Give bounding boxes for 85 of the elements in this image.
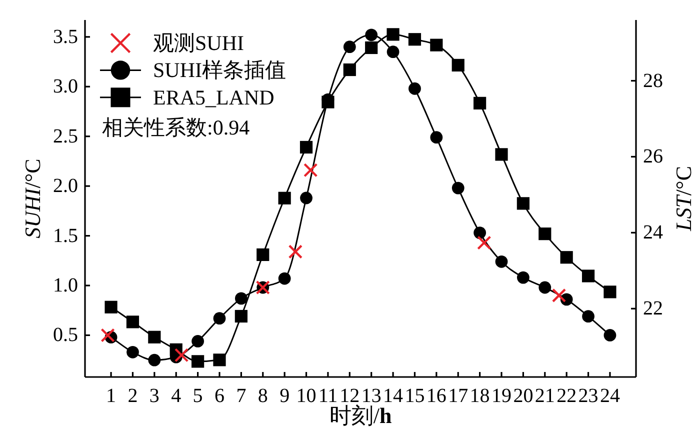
point xyxy=(300,140,313,154)
y-tick-label: 2.5 xyxy=(53,125,78,148)
point xyxy=(386,46,400,58)
point xyxy=(365,28,378,42)
y-tick-label: 1.0 xyxy=(53,274,78,297)
legend-label: ERA5_LAND xyxy=(153,85,274,110)
point xyxy=(343,63,356,76)
x-tick-label: 8 xyxy=(258,385,268,407)
y-tick-label: 2.0 xyxy=(53,175,78,198)
point xyxy=(192,355,204,368)
x-tick-label: 21 xyxy=(534,385,555,407)
point xyxy=(495,255,508,268)
point xyxy=(408,33,422,46)
point xyxy=(495,148,508,161)
point xyxy=(452,182,464,194)
x-tick-label: 7 xyxy=(236,385,246,407)
point xyxy=(408,82,421,95)
point xyxy=(604,286,616,298)
point xyxy=(234,292,248,305)
point xyxy=(234,310,248,323)
point xyxy=(604,329,616,342)
point xyxy=(516,271,530,284)
legend-label: 观测SUHI xyxy=(153,31,244,55)
legend-label: SUHI样条插值 xyxy=(153,58,286,82)
x-tick-label: 17 xyxy=(448,385,468,407)
y-tick-label: 1.5 xyxy=(53,224,78,247)
point xyxy=(148,354,161,366)
point xyxy=(343,40,356,54)
x-tick-label: 16 xyxy=(426,385,446,407)
x-tick-label: 1 xyxy=(106,385,116,407)
point xyxy=(452,58,464,72)
y-tick-label: 3.5 xyxy=(53,26,78,48)
x-tick-label: 22 xyxy=(556,385,577,407)
y-axis-title: SUHI/°C xyxy=(20,158,44,238)
point xyxy=(322,96,334,108)
x-tick-label: 6 xyxy=(214,385,224,407)
point xyxy=(104,300,118,314)
point xyxy=(365,41,378,54)
x-tick-label: 15 xyxy=(404,385,425,407)
point xyxy=(474,96,486,110)
y2-tick-label: 22 xyxy=(643,298,663,320)
annotation: 相关性系数:0.94 xyxy=(102,116,250,140)
point xyxy=(278,272,291,285)
y2-tick-label: 24 xyxy=(643,222,663,244)
point xyxy=(192,335,204,348)
point xyxy=(213,312,226,325)
y2-tick-label: 28 xyxy=(643,70,663,92)
x-tick-label: 23 xyxy=(578,385,598,407)
y-tick-label: 3.0 xyxy=(53,76,78,98)
x-tick-label: 3 xyxy=(149,385,160,407)
point xyxy=(213,354,226,366)
point xyxy=(430,131,443,144)
point xyxy=(288,244,303,259)
x-tick-label: 20 xyxy=(513,385,534,407)
point xyxy=(516,197,530,210)
point xyxy=(126,346,139,358)
x-tick-label: 5 xyxy=(192,385,203,407)
point xyxy=(304,163,318,178)
x-tick-label: 19 xyxy=(492,385,512,407)
y2-tick-label: 26 xyxy=(643,146,663,168)
point xyxy=(126,316,140,328)
x-tick-label: 10 xyxy=(296,385,316,407)
y-tick-label: 0.5 xyxy=(53,324,78,346)
point xyxy=(474,226,486,240)
point xyxy=(560,251,573,264)
point xyxy=(552,288,566,303)
point xyxy=(100,328,115,342)
x-tick-label: 2 xyxy=(128,385,138,407)
x-tick-label: 4 xyxy=(171,385,182,407)
point xyxy=(386,28,400,41)
y2-axis-title: LST/°C xyxy=(670,166,696,232)
x-tick-label: 24 xyxy=(600,385,620,407)
point xyxy=(538,228,552,240)
point xyxy=(148,330,161,344)
point xyxy=(582,310,594,323)
point xyxy=(300,192,312,204)
point xyxy=(538,281,552,294)
x-tick-label: 9 xyxy=(280,385,290,407)
point xyxy=(477,236,492,250)
point xyxy=(278,192,291,204)
point xyxy=(582,270,595,282)
point xyxy=(256,248,270,262)
point xyxy=(174,348,189,362)
point xyxy=(430,38,443,52)
x-tick-label: 18 xyxy=(470,385,490,407)
